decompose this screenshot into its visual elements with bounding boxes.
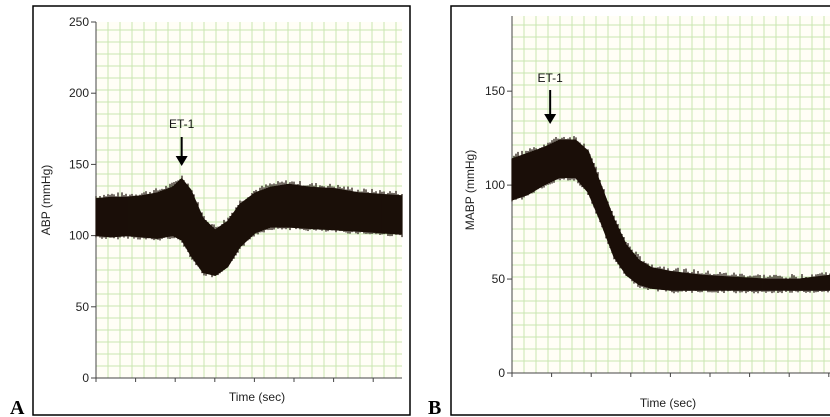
y-tick-label: 200	[69, 86, 89, 100]
panel-a-letter: A	[10, 397, 25, 417]
y-tick-label: 150	[69, 157, 89, 171]
panel-b-ylabel: MABP (mmHg)	[463, 150, 477, 230]
annotation-arrow-head	[175, 156, 188, 166]
annotation-label: ET-1	[537, 71, 563, 85]
panel-a-xlabel: Time (sec)	[229, 390, 285, 404]
panel-b-xlabel: Time (sec)	[640, 396, 696, 410]
series-line	[511, 136, 830, 294]
y-tick-label: 250	[69, 15, 89, 29]
y-tick-label: 150	[485, 84, 505, 98]
panel-a-ylabel: ABP (mmHg)	[39, 165, 53, 235]
y-tick-label: 50	[492, 272, 506, 286]
panel-b-letter: B	[428, 397, 441, 417]
panel-b-plot: 0 50 100 150 ET-1	[485, 16, 830, 380]
panel-a: 0 50 100 150 200 250 ET-1 A Time (sec) ABP (mm…	[10, 5, 411, 417]
y-tick-label: 0	[82, 371, 89, 385]
panel-b: 0 50 100 150 ET-1 B Time (sec) MABP (mmHg)	[428, 5, 830, 417]
annotation-arrow-head	[544, 114, 557, 124]
y-tick-label: 0	[498, 366, 505, 380]
panel-a-plot: 0 50 100 150 200 250 ET-1	[69, 15, 403, 385]
y-tick-label: 100	[485, 178, 505, 192]
y-tick-label: 100	[69, 229, 89, 243]
y-tick-label: 50	[76, 300, 90, 314]
series-line	[95, 175, 403, 278]
annotation-label: ET-1	[169, 117, 195, 131]
